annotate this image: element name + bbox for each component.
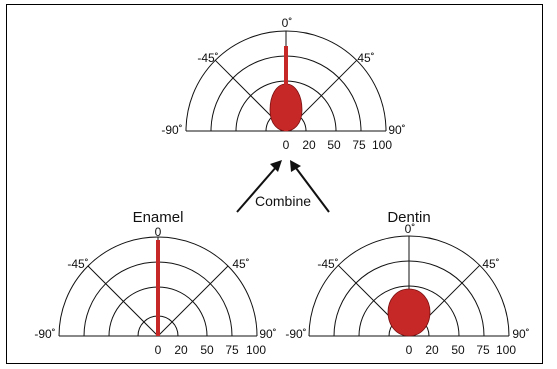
label-minus90: -90˚ [34, 327, 55, 341]
label-0-top: 0˚ [405, 222, 416, 236]
polar-plot-combined: 0˚ -45˚ 45˚ -90˚ 90˚ 0 20 50 75 100 [161, 16, 405, 152]
arrow-left [236, 165, 278, 213]
polar-plot-enamel: Enamel 0 -45˚ 45˚ -90˚ 90˚ 0 20 50 75 10… [34, 209, 276, 357]
tick-0: 0 [155, 343, 162, 357]
label-minus45: -45˚ [197, 51, 218, 65]
enamel-narrow-beam [156, 240, 160, 336]
label-0-top: 0 [155, 225, 162, 239]
label-plus45: 45˚ [482, 257, 499, 271]
tick-50: 50 [451, 343, 465, 357]
tick-20: 20 [174, 343, 188, 357]
label-plus90: 90˚ [388, 123, 405, 137]
polar-plot-dentin: Dentin 0˚ -45˚ 45˚ -90˚ 90˚ 0 20 50 75 1… [285, 209, 529, 357]
figure-frame [6, 4, 543, 364]
tick-20: 20 [302, 138, 316, 152]
tick-100: 100 [246, 343, 266, 357]
dentin-lobe [387, 288, 431, 337]
combined-narrow-beam [284, 46, 288, 131]
label-minus45: -45˚ [67, 257, 88, 271]
ray-minus45deg [87, 265, 159, 337]
label-plus90: 90˚ [259, 327, 276, 341]
dentin-title: Dentin [387, 209, 430, 226]
tick-75: 75 [225, 343, 239, 357]
label-minus45: -45˚ [317, 257, 338, 271]
combine-arrows: Combine [236, 160, 330, 213]
arrow-left-head [270, 160, 282, 172]
combine-label: Combine [255, 193, 311, 209]
tick-50: 50 [200, 343, 214, 357]
label-plus90: 90˚ [512, 327, 529, 341]
enamel-title: Enamel [133, 209, 184, 226]
arrow-right [295, 167, 330, 213]
tick-20: 20 [425, 343, 439, 357]
label-0-top: 0˚ [282, 16, 293, 30]
arrow-right-head [290, 160, 301, 172]
label-minus90: -90˚ [161, 123, 182, 137]
ray-plus45deg [157, 265, 229, 337]
tick-0: 0 [283, 138, 290, 152]
label-plus45: 45˚ [357, 51, 374, 65]
tick-75: 75 [352, 138, 366, 152]
tick-50: 50 [327, 138, 341, 152]
label-plus45: 45˚ [232, 257, 249, 271]
tick-0: 0 [406, 343, 413, 357]
tick-100: 100 [372, 138, 392, 152]
label-minus90: -90˚ [285, 327, 306, 341]
tick-75: 75 [476, 343, 490, 357]
tick-100: 100 [496, 343, 516, 357]
